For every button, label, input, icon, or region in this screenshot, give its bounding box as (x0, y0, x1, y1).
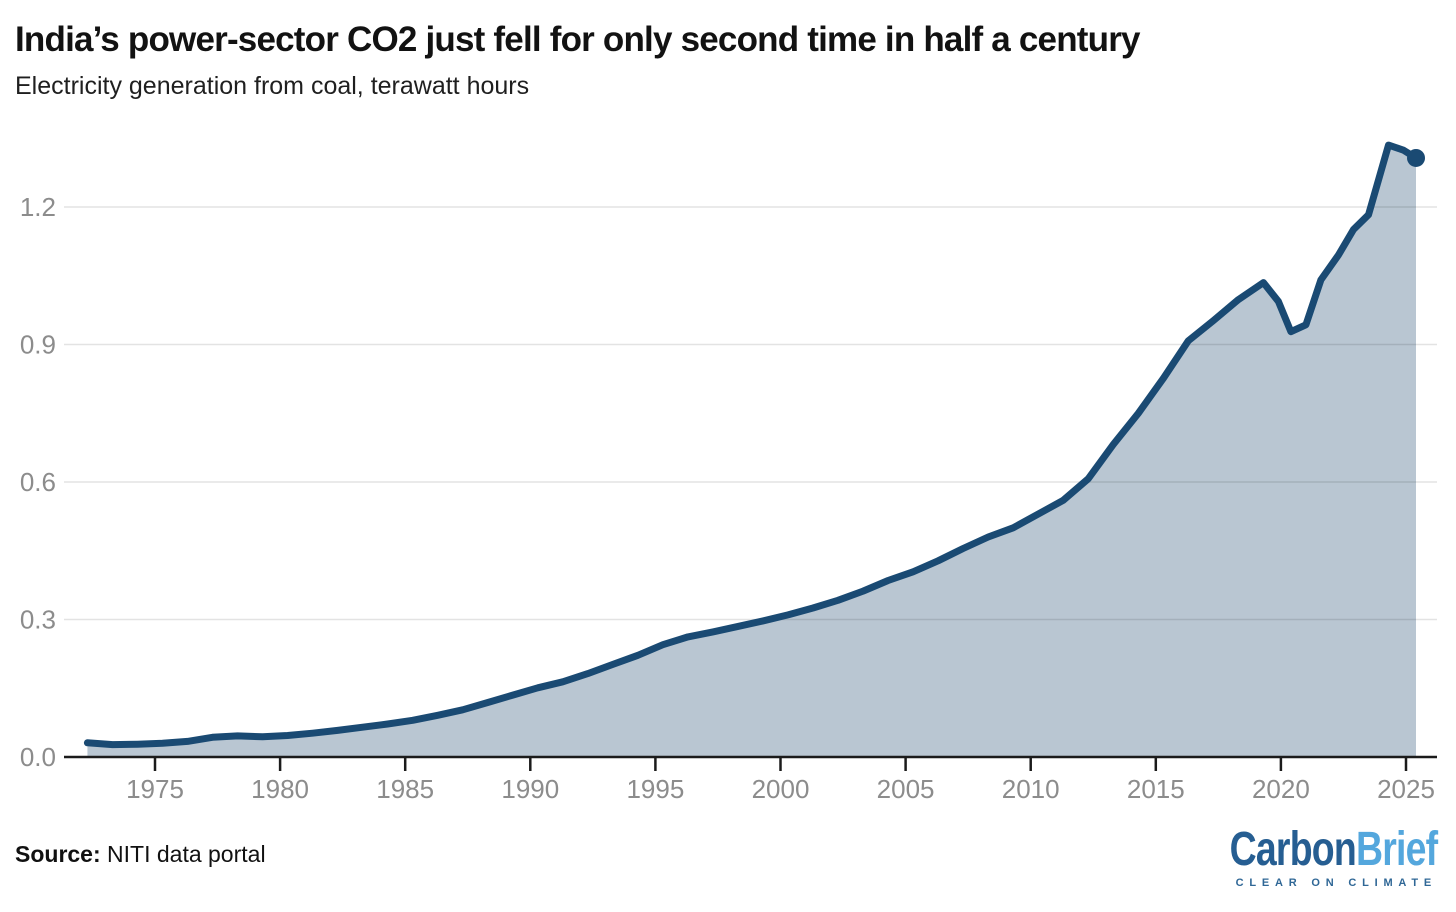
logo-wordmark: CarbonBrief (1229, 823, 1438, 876)
logo-tagline: CLEAR ON CLIMATE (1235, 877, 1437, 889)
logo-brief-text: Brief (1355, 823, 1438, 876)
y-axis-label: 1.2 (20, 192, 56, 222)
series-area (87, 145, 1416, 758)
series-line (83, 141, 1420, 749)
series-end-dot (1407, 148, 1426, 167)
source-value: NITI data portal (107, 841, 266, 867)
x-axis-label: 2020 (1252, 774, 1310, 804)
x-axis-label: 2025 (1377, 774, 1435, 804)
x-axis-label: 1995 (626, 774, 684, 804)
x-axis-label: 2010 (1002, 774, 1060, 804)
x-axis-label: 2005 (877, 774, 935, 804)
y-axis-label: 0.6 (20, 467, 56, 497)
x-axis-label: 2015 (1127, 774, 1185, 804)
x-axis-label: 1990 (501, 774, 559, 804)
x-axis-label: 1980 (251, 774, 309, 804)
source-note: Source: NITI data portal (15, 841, 266, 868)
y-axis-label: 0.9 (20, 330, 56, 360)
carbonbrief-logo: CarbonBrief CLEAR ON CLIMATE (1171, 823, 1438, 890)
chart-title: India’s power-sector CO2 just fell for o… (15, 20, 1141, 59)
y-axis-label: 0.3 (20, 605, 56, 635)
logo-carbon-text: Carbon (1229, 823, 1356, 876)
x-axis-label: 1975 (126, 774, 184, 804)
x-axis-label: 1985 (376, 774, 434, 804)
y-axis-label: 0.0 (20, 742, 56, 772)
x-axis-label: 2000 (752, 774, 810, 804)
source-label: Source: (15, 841, 101, 867)
chart-subtitle: Electricity generation from coal, terawa… (15, 72, 530, 100)
